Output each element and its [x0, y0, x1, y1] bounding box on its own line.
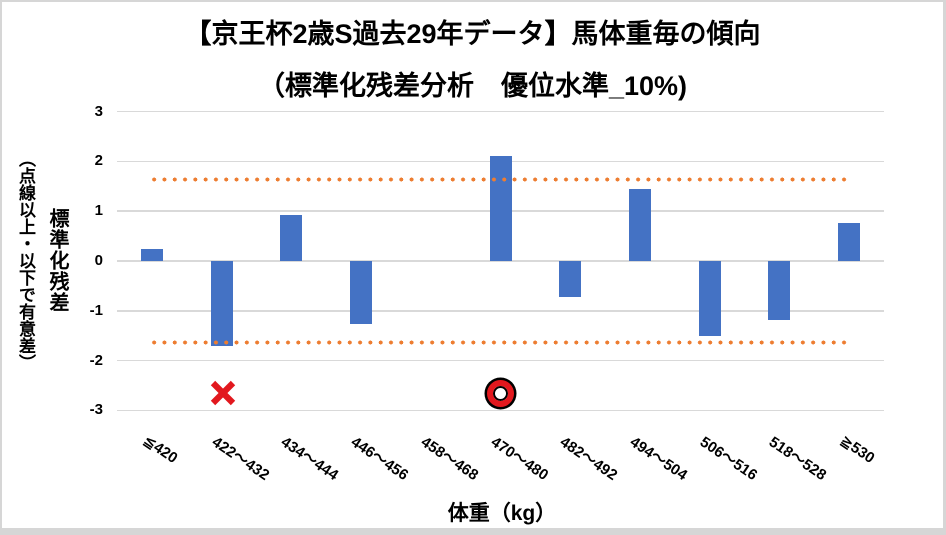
- gridline: [117, 260, 884, 262]
- plot-area: 3 2 1 0 -1 -2 -3 ≦420 422～432 434～444 446～456 458～4…: [2, 2, 943, 528]
- y-axis-title-main: 標準化残差: [46, 207, 68, 313]
- bar: [489, 156, 512, 261]
- x-mark-icon: [209, 379, 237, 407]
- x-axis-title: 体重（kg）: [447, 502, 557, 525]
- y-tick-label: 0: [94, 252, 103, 269]
- significance-line-upper: [148, 176, 853, 182]
- x-tick-label: ≧530: [837, 431, 878, 467]
- bar: [559, 261, 582, 298]
- y-tick-label: -3: [89, 401, 103, 419]
- x-tick-label: 518～528: [766, 433, 830, 484]
- y-axis-title-sub: （点線以上・以下で有意差）: [16, 149, 35, 371]
- x-tick-label: 494～504: [626, 433, 691, 484]
- x-tick-label: 506～516: [696, 433, 760, 484]
- gridline: [117, 110, 884, 113]
- significance-line-lower: [148, 340, 853, 346]
- y-tick-label: 3: [94, 102, 103, 120]
- gridline: [117, 310, 884, 312]
- bar: [140, 248, 163, 261]
- bar: [698, 261, 721, 336]
- x-tick-label: 470～480: [487, 433, 551, 484]
- x-tick-label: 482～492: [557, 433, 621, 484]
- y-axis-title: 標準化残差 （点線以上・以下で有意差）: [13, 106, 72, 414]
- bar: [768, 261, 791, 320]
- y-tick-label: -2: [89, 351, 103, 369]
- x-tick-label: ≦420: [139, 431, 181, 467]
- y-tick-label: -1: [89, 301, 103, 319]
- bar: [280, 214, 303, 261]
- x-tick-label: 422～432: [208, 433, 272, 484]
- y-tick-label: 1: [94, 202, 103, 220]
- bar: [350, 261, 373, 325]
- y-tick-label: 2: [94, 152, 103, 170]
- bar: [210, 261, 233, 346]
- x-tick-label: 458～468: [417, 433, 482, 484]
- x-tick-label: 446～456: [347, 433, 412, 484]
- bar: [628, 188, 651, 261]
- gridline: [117, 359, 884, 362]
- bar: [838, 223, 861, 261]
- double-circle-mark-icon: [487, 379, 514, 407]
- x-tick-label: 434～444: [278, 433, 342, 484]
- gridline: [117, 409, 884, 412]
- chart-title-line1: 【京王杯2歳S過去29年データ】馬体重毎の傾向: [184, 19, 761, 49]
- chart-title-line2: （標準化残差分析 優位水準_10%): [257, 71, 688, 101]
